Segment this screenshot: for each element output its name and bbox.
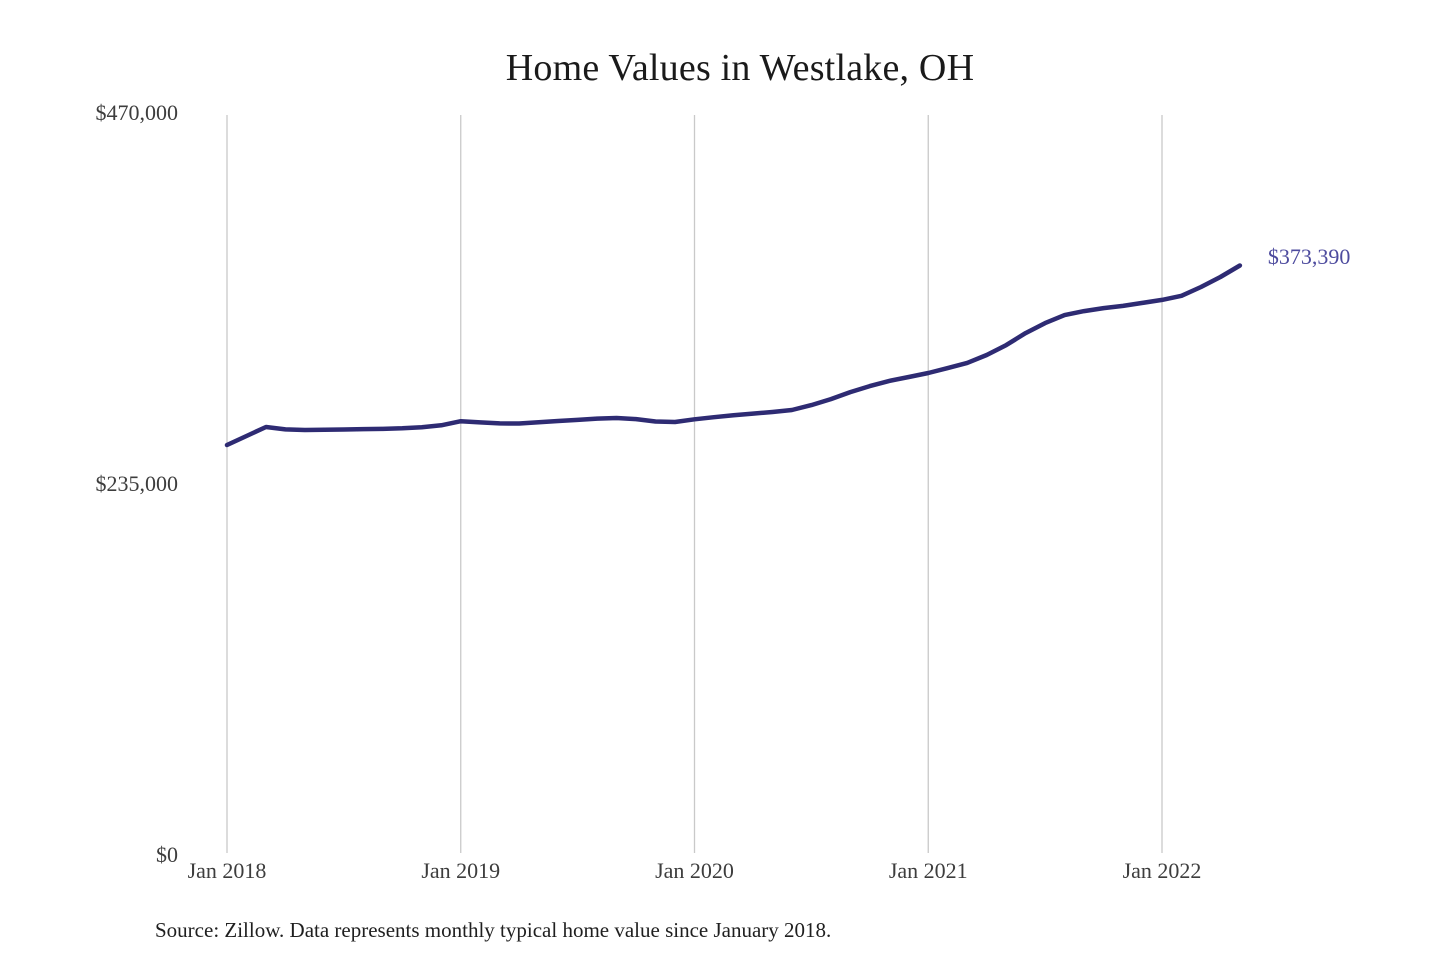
y-tick-label-2: $0 — [156, 842, 178, 867]
y-tick-label-0: $470,000 — [95, 100, 179, 125]
x-tick-label-jan-2022: Jan 2022 — [1122, 858, 1202, 883]
chart-title: Home Values in Westlake, OH — [505, 47, 975, 89]
x-tick-label-jan-2020: Jan 2020 — [655, 858, 734, 883]
source-note: Source: Zillow. Data represents monthly … — [155, 918, 832, 942]
x-tick-label-jan-2018: Jan 2018 — [187, 858, 267, 883]
series-end-value-label: $373,390 — [1267, 243, 1351, 269]
y-tick-label-1: $235,000 — [95, 471, 179, 496]
home-value-line-series — [224, 263, 1243, 448]
x-tick-label-jan-2021: Jan 2021 — [888, 858, 968, 883]
x-tick-label-jan-2019: Jan 2019 — [421, 858, 501, 883]
